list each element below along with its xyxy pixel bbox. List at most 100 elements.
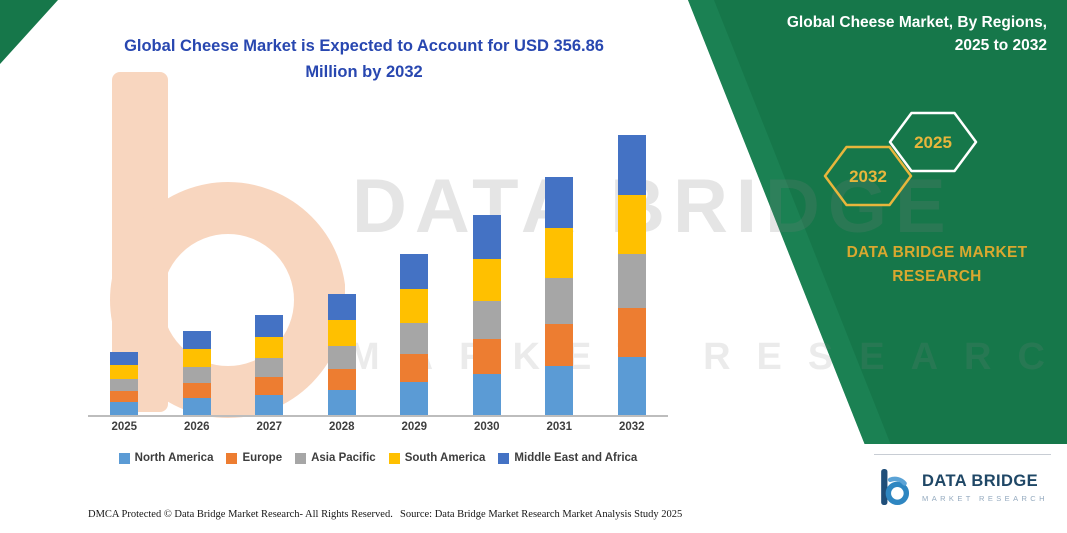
bar-segment — [327, 293, 356, 320]
badge-hexagon-2032 — [823, 145, 913, 207]
badge-hexagon-2025 — [888, 111, 978, 173]
x-tick-label: 2029 — [401, 421, 428, 433]
bar-segment — [255, 336, 284, 358]
stacked-bar-2028 — [327, 293, 356, 415]
logo-tagline: MARKET RESEARCH — [922, 493, 1048, 503]
stacked-bar-2031 — [545, 176, 574, 415]
bar-slot — [378, 253, 451, 415]
footer-dmca: DMCA Protected © Data Bridge Market Rese… — [88, 509, 393, 520]
bar-segment — [182, 330, 211, 349]
watermark-text-marketresearch: MARKET RESEARCH — [348, 336, 1067, 378]
side-panel-heading-line1: Global Cheese Market, By Regions, — [786, 14, 1047, 31]
bar-segment — [400, 322, 429, 354]
watermark-text-databridge: DATA BRIDGE — [352, 164, 954, 249]
databridge-logo-icon — [880, 469, 909, 505]
bar-segment — [400, 382, 429, 415]
brand-wordmark-line2: RESEARCH — [892, 268, 982, 286]
legend-label: Europe — [242, 452, 283, 464]
bar-slot — [233, 314, 306, 415]
chart-title-line1: Global Cheese Market is Expected to Acco… — [124, 37, 604, 55]
bar-segment — [327, 319, 356, 346]
bar-segment — [472, 373, 501, 415]
bar-segment — [110, 391, 139, 402]
bar-slot — [306, 293, 379, 415]
legend-swatch — [226, 452, 238, 464]
x-tick-label: 2031 — [546, 421, 573, 433]
legend-label: Asia Pacific — [311, 452, 376, 464]
legend-item: Europe — [226, 452, 282, 464]
x-tick-label: 2032 — [618, 421, 645, 433]
bar-segment — [545, 277, 574, 324]
brand-wordmark-line1: DATA BRIDGE MARKET — [846, 244, 1028, 261]
bar-slot — [161, 330, 234, 415]
logo-text: DATA BRIDGE MARKET RESEARCH — [922, 472, 1048, 503]
bar-segment — [472, 300, 501, 339]
legend-item: Middle East and Africa — [498, 452, 637, 464]
bar-slot — [451, 214, 524, 415]
legend-item: Asia Pacific — [295, 452, 376, 464]
x-axis: 2025 2026 2027 2028 2029 2030 2031 2032 — [88, 421, 668, 433]
bar-segment — [182, 366, 211, 383]
legend-swatch — [118, 452, 130, 464]
side-panel-heading-line2: 2025 to 2032 — [954, 37, 1047, 55]
legend-label: Middle East and Africa — [514, 452, 638, 464]
bar-slot — [596, 134, 669, 415]
bar-segment — [617, 194, 646, 254]
bar-segment — [110, 379, 139, 391]
bar-segment — [472, 258, 501, 301]
bar-segment — [110, 365, 139, 379]
chart-title-line2: Million by 2032 — [305, 62, 423, 81]
bar-segment — [255, 377, 284, 395]
bar-segment — [182, 382, 211, 398]
x-tick-label: 2027 — [256, 421, 283, 433]
bar-segment — [327, 368, 356, 390]
x-tick-label: 2025 — [111, 421, 138, 433]
stacked-bar-2027 — [255, 314, 284, 415]
badge-2032-label: 2032 — [849, 167, 887, 186]
bar-segment — [545, 176, 574, 228]
legend-swatch — [388, 452, 400, 464]
legend-swatch — [498, 452, 510, 464]
bar-segment — [110, 402, 139, 415]
plot-area — [88, 132, 668, 417]
bar-segment — [110, 352, 139, 365]
bar-segment — [182, 397, 211, 415]
bar-segment — [472, 338, 501, 374]
bar-segment — [327, 345, 356, 369]
legend-item: South America — [388, 452, 486, 464]
bar-segment — [400, 353, 429, 382]
logo-card: DATA BRIDGE MARKET RESEARCH — [858, 444, 1067, 533]
bar-segment — [255, 314, 284, 337]
bar-segment — [472, 214, 501, 259]
bar-segment — [400, 253, 429, 289]
year-badges: 2032 2025 — [823, 111, 978, 207]
chart-title: Global Cheese Market is Expected to Acco… — [108, 34, 620, 85]
logo-name: DATA BRIDGE — [922, 471, 1038, 490]
stacked-bar-2030 — [472, 214, 501, 415]
bar-slot — [88, 352, 161, 415]
brand-wordmark: DATA BRIDGE MARKET RESEARCH — [792, 241, 1067, 289]
stacked-bar-2032 — [617, 134, 646, 415]
stacked-bar-2025 — [110, 352, 139, 415]
bar-segment — [617, 356, 646, 415]
bar-segment — [255, 395, 284, 415]
stacked-bar-2026 — [182, 330, 211, 415]
x-tick-label: 2030 — [473, 421, 500, 433]
bar-segment — [545, 365, 574, 415]
bar-segment — [617, 307, 646, 357]
legend-swatch — [295, 452, 307, 464]
logo: DATA BRIDGE MARKET RESEARCH — [877, 466, 1048, 508]
logo-divider — [874, 454, 1051, 455]
bar-segment — [327, 389, 356, 415]
side-panel-heading: Global Cheese Market, By Regions, 2025 t… — [717, 11, 1047, 58]
bar-segment — [182, 348, 211, 367]
bar-segment — [545, 227, 574, 278]
bar-segment — [617, 134, 646, 195]
bar-segment — [617, 253, 646, 308]
watermark-b-logo — [110, 72, 345, 418]
bar-segment — [400, 288, 429, 323]
legend-item: North America — [118, 452, 213, 464]
legend-label: South America — [404, 452, 486, 464]
footer-source: Source: Data Bridge Market Research Mark… — [400, 509, 683, 520]
